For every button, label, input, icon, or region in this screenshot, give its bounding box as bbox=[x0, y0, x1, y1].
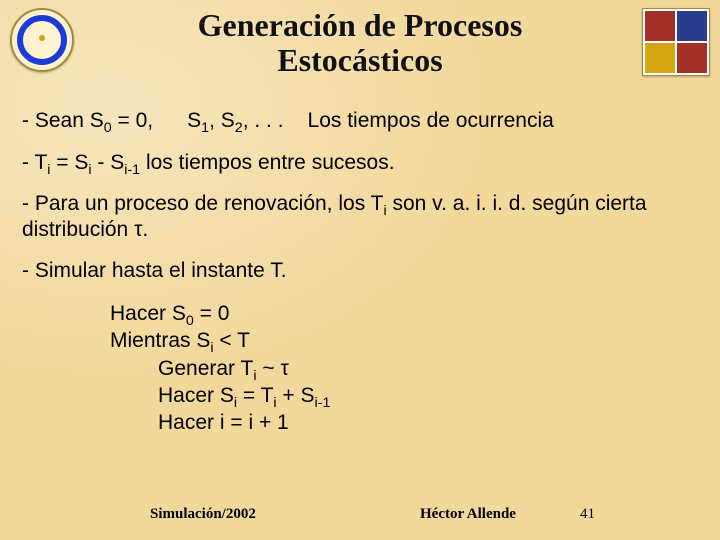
t: = T bbox=[237, 384, 273, 407]
t: - Para un proceso de renovación, los T bbox=[22, 192, 383, 215]
t: Mientras S bbox=[110, 329, 210, 352]
shield-q1 bbox=[645, 11, 675, 41]
t: . bbox=[142, 218, 148, 241]
t: = 0 bbox=[194, 302, 230, 325]
page-title: Generación de Procesos Estocásticos bbox=[100, 8, 620, 78]
t: , S bbox=[209, 109, 235, 132]
footer-page-number: 41 bbox=[580, 506, 595, 523]
algo-line-1: Hacer S0 = 0 bbox=[110, 300, 698, 327]
t: , . . . bbox=[243, 109, 284, 132]
bullet-1: - Sean S0 = 0, S1, S2, . . . Los tiempos d… bbox=[22, 108, 698, 134]
logo-left-icon bbox=[10, 8, 74, 72]
footer: Simulación/2002 Héctor Allende 41 bbox=[0, 506, 720, 530]
t: - T bbox=[22, 151, 47, 174]
sub: i-1 bbox=[315, 395, 331, 411]
sub: 0 bbox=[104, 120, 112, 136]
algo-line-3: Generar Ti ~ τ bbox=[158, 355, 698, 382]
slide: Generación de Procesos Estocásticos - Se… bbox=[0, 0, 720, 540]
t: = S bbox=[50, 151, 88, 174]
algo-line-5: Hacer i = i + 1 bbox=[158, 409, 698, 436]
t: Hacer S bbox=[110, 302, 186, 325]
shield-q2 bbox=[677, 11, 707, 41]
algo-line-4: Hacer Si = Ti + Si-1 bbox=[158, 382, 698, 409]
sub: i-1 bbox=[124, 162, 140, 178]
t: Los tiempos de ocurrencia bbox=[308, 109, 554, 132]
t: + S bbox=[277, 384, 315, 407]
footer-author: Héctor Allende bbox=[420, 506, 516, 523]
t: < T bbox=[214, 329, 250, 352]
footer-left: Simulación/2002 bbox=[150, 506, 256, 523]
t: Hacer S bbox=[158, 384, 234, 407]
t: = 0, bbox=[112, 109, 153, 132]
t: los tiempos entre sucesos. bbox=[140, 151, 394, 174]
t: Generar T bbox=[158, 357, 253, 380]
shield-q3 bbox=[645, 43, 675, 73]
bullet-4: - Simular hasta el instante T. bbox=[22, 258, 698, 284]
algo-line-2: Mientras Si < T bbox=[110, 327, 698, 354]
sub: 2 bbox=[235, 120, 243, 136]
title-line1: Generación de Procesos bbox=[198, 7, 523, 43]
sub: 1 bbox=[201, 120, 209, 136]
t: - S bbox=[92, 151, 125, 174]
body-content: - Sean S0 = 0, S1, S2, . . . Los tiempos d… bbox=[22, 108, 698, 437]
ring-icon bbox=[17, 15, 67, 65]
tau-symbol: τ bbox=[280, 357, 288, 380]
title-line2: Estocásticos bbox=[277, 42, 442, 78]
dot-icon bbox=[39, 35, 45, 41]
algorithm-block: Hacer S0 = 0 Mientras Si < T Generar Ti … bbox=[110, 300, 698, 436]
bullet-2: - Ti = Si - Si-1 los tiempos entre suces… bbox=[22, 150, 698, 176]
shield-logo-icon bbox=[642, 8, 710, 76]
bullet-3: - Para un proceso de renovación, los Ti … bbox=[22, 191, 698, 242]
t: - Sean S bbox=[22, 109, 104, 132]
t: S bbox=[187, 109, 201, 132]
shield-q4 bbox=[677, 43, 707, 73]
t: ~ bbox=[257, 357, 281, 380]
